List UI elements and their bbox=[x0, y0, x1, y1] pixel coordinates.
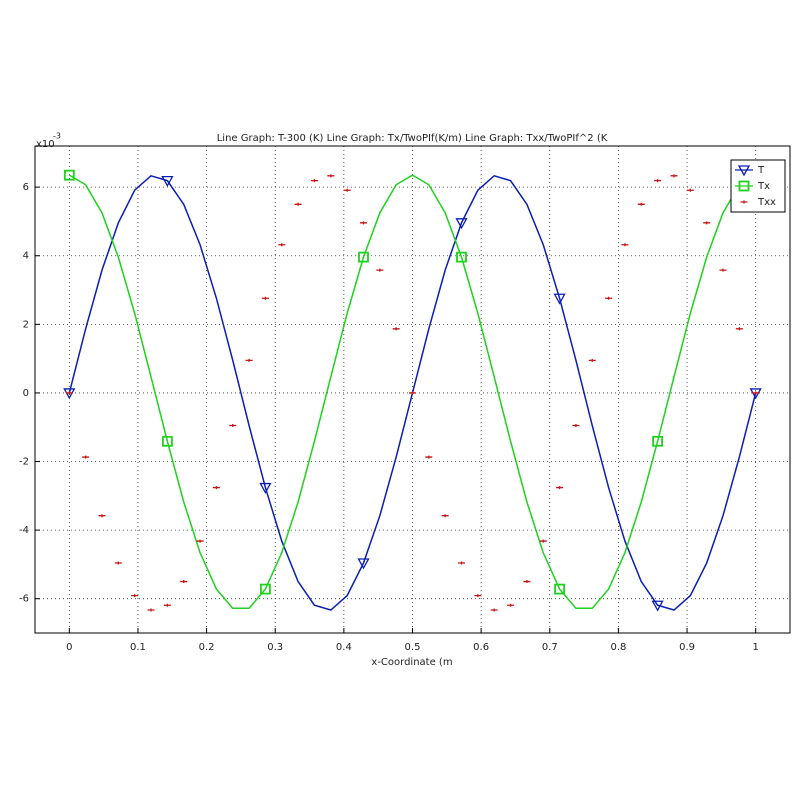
marker bbox=[588, 358, 596, 362]
marker bbox=[652, 435, 664, 447]
marker bbox=[425, 455, 433, 459]
marker bbox=[147, 608, 155, 612]
plot-frame bbox=[34, 145, 791, 634]
x-tick-label: 0.8 bbox=[610, 642, 626, 653]
y-tick-label: 2 bbox=[23, 319, 29, 330]
marker bbox=[740, 200, 748, 204]
marker bbox=[65, 391, 73, 395]
marker bbox=[82, 455, 90, 459]
marker bbox=[572, 424, 580, 428]
marker bbox=[376, 268, 384, 272]
y-exponent-base: x10 bbox=[36, 139, 55, 150]
marker bbox=[114, 561, 122, 565]
legend-label: T bbox=[757, 165, 765, 176]
marker bbox=[261, 296, 269, 300]
marker bbox=[735, 327, 743, 331]
marker bbox=[670, 174, 678, 178]
marker bbox=[554, 583, 565, 595]
marker bbox=[605, 296, 613, 300]
x-tick-label: 0.5 bbox=[405, 642, 421, 653]
x-tick-label: 0.6 bbox=[473, 642, 489, 653]
marker bbox=[343, 188, 351, 192]
x-tick-label: 0.4 bbox=[336, 642, 352, 653]
marker bbox=[686, 188, 694, 192]
legend-label: Txx bbox=[757, 197, 776, 208]
marker bbox=[752, 391, 760, 395]
y-tick-label: 6 bbox=[23, 182, 29, 193]
marker bbox=[359, 221, 367, 225]
marker bbox=[259, 482, 272, 494]
marker bbox=[456, 251, 467, 263]
marker bbox=[229, 424, 237, 428]
marker bbox=[163, 603, 171, 607]
marker bbox=[737, 165, 751, 177]
marker bbox=[98, 514, 106, 518]
y-tick-label: 0 bbox=[23, 388, 29, 399]
marker bbox=[553, 293, 566, 305]
marker bbox=[392, 327, 400, 331]
marker bbox=[539, 539, 547, 543]
legend-label: Tx bbox=[757, 181, 770, 192]
y-tick-label: 4 bbox=[23, 251, 29, 262]
marker bbox=[556, 486, 564, 490]
x-tick-label: 0.2 bbox=[199, 642, 215, 653]
marker bbox=[474, 594, 482, 598]
chart-title: Line Graph: T-300 (K) Line Graph: Tx/Two… bbox=[217, 133, 608, 144]
x-tick-label: 0.3 bbox=[267, 642, 283, 653]
marker bbox=[161, 435, 173, 447]
y-tick-label: -2 bbox=[19, 457, 29, 468]
x-tick-label: 1 bbox=[752, 642, 758, 653]
marker bbox=[63, 169, 75, 181]
x-tick-label: 0.1 bbox=[130, 642, 146, 653]
marker bbox=[523, 580, 531, 584]
series-line bbox=[68, 174, 757, 610]
marker bbox=[131, 594, 139, 598]
marker bbox=[357, 558, 370, 570]
marker bbox=[327, 174, 335, 178]
marker bbox=[294, 202, 302, 206]
marker bbox=[260, 583, 271, 595]
x-tick-label: 0.9 bbox=[679, 642, 695, 653]
x-tick-label: 0.7 bbox=[542, 642, 558, 653]
marker bbox=[455, 218, 468, 230]
marker bbox=[196, 539, 204, 543]
marker bbox=[441, 514, 449, 518]
marker bbox=[651, 600, 664, 612]
marker bbox=[278, 243, 286, 247]
x-tick-label: 0 bbox=[66, 642, 72, 653]
marker bbox=[703, 221, 711, 225]
marker bbox=[654, 179, 662, 183]
marker bbox=[738, 180, 750, 192]
y-tick-label: -6 bbox=[19, 594, 29, 605]
marker bbox=[310, 179, 318, 183]
x-axis-label: x-Coordinate (m bbox=[371, 657, 452, 668]
marker bbox=[180, 580, 188, 584]
marker bbox=[490, 608, 498, 612]
marker bbox=[621, 243, 629, 247]
marker bbox=[719, 268, 727, 272]
marker bbox=[161, 175, 174, 187]
marker bbox=[458, 561, 466, 565]
y-exponent: -3 bbox=[53, 132, 61, 141]
marker bbox=[507, 603, 515, 607]
marker bbox=[637, 202, 645, 206]
marker bbox=[245, 358, 253, 362]
marker bbox=[409, 391, 416, 395]
marker bbox=[358, 251, 369, 263]
y-tick-label: -4 bbox=[19, 525, 29, 536]
marker bbox=[212, 486, 220, 490]
